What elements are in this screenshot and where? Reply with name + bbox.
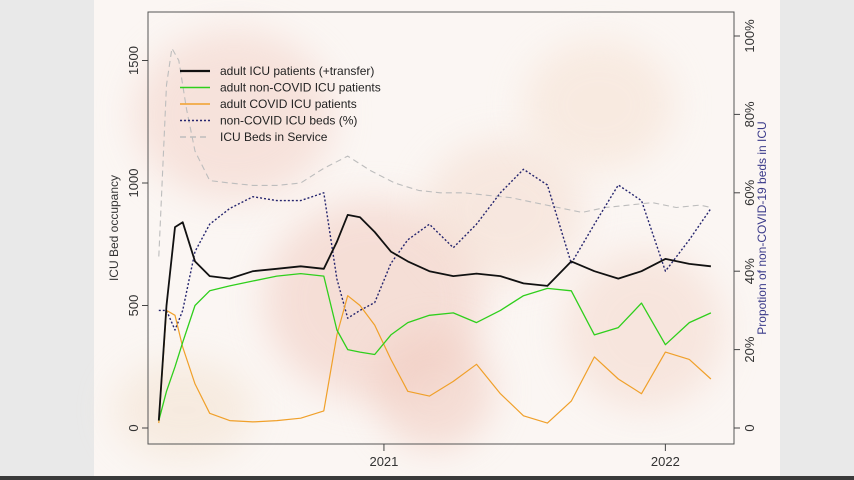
axis-layer: 0 500 1000 1500 0 20% 40% 60% 80% 100% 2021 2022 <box>126 19 757 469</box>
plot-border <box>147 11 735 445</box>
series-line-adult-non-covid-icu-patients <box>158 272 712 421</box>
series-line-adult-covid-icu-patients <box>158 295 712 424</box>
series-line-adult-icu-patients-transfer <box>157 213 711 421</box>
y2-tick-label: 60% <box>742 179 757 205</box>
legend-label: adult ICU patients (+transfer) <box>220 64 374 78</box>
chart-frame <box>94 0 780 480</box>
y-axis-title: ICU Bed occupancy <box>107 175 121 281</box>
x-tick-label: 2021 <box>369 454 398 469</box>
legend-label: ICU Beds in Service <box>220 130 328 144</box>
background-blob <box>114 360 254 460</box>
legend: adult ICU patients (+transfer) adult non-… <box>180 64 381 144</box>
background-blob <box>134 30 334 200</box>
legend-label: adult COVID ICU patients <box>220 97 357 111</box>
y2-tick-label: 40% <box>742 258 757 284</box>
background-blob <box>424 140 584 280</box>
y2-axis-title: Propotion of non-COVID-19 beds in ICU <box>755 121 769 334</box>
x-tick-label: 2022 <box>651 454 680 469</box>
y-tick-label: 1500 <box>126 46 141 75</box>
background-blob <box>374 330 494 450</box>
legend-label: non-COVID ICU beds (%) <box>220 114 357 128</box>
series-line-non-covid-icu-beds <box>158 168 712 331</box>
background-blob <box>564 250 724 410</box>
background-blob <box>524 40 674 170</box>
y-tick-label: 1000 <box>126 169 141 198</box>
legend-label: adult non-COVID ICU patients <box>220 81 381 95</box>
y2-tick-label: 20% <box>742 336 757 362</box>
y2-tick-label: 100% <box>742 19 757 53</box>
y-tick-label: 500 <box>126 295 141 317</box>
y2-tick-label: 0 <box>742 424 757 431</box>
y-tick-label: 0 <box>126 424 141 431</box>
y2-tick-label: 80% <box>742 101 757 127</box>
bottom-bar <box>0 476 854 480</box>
